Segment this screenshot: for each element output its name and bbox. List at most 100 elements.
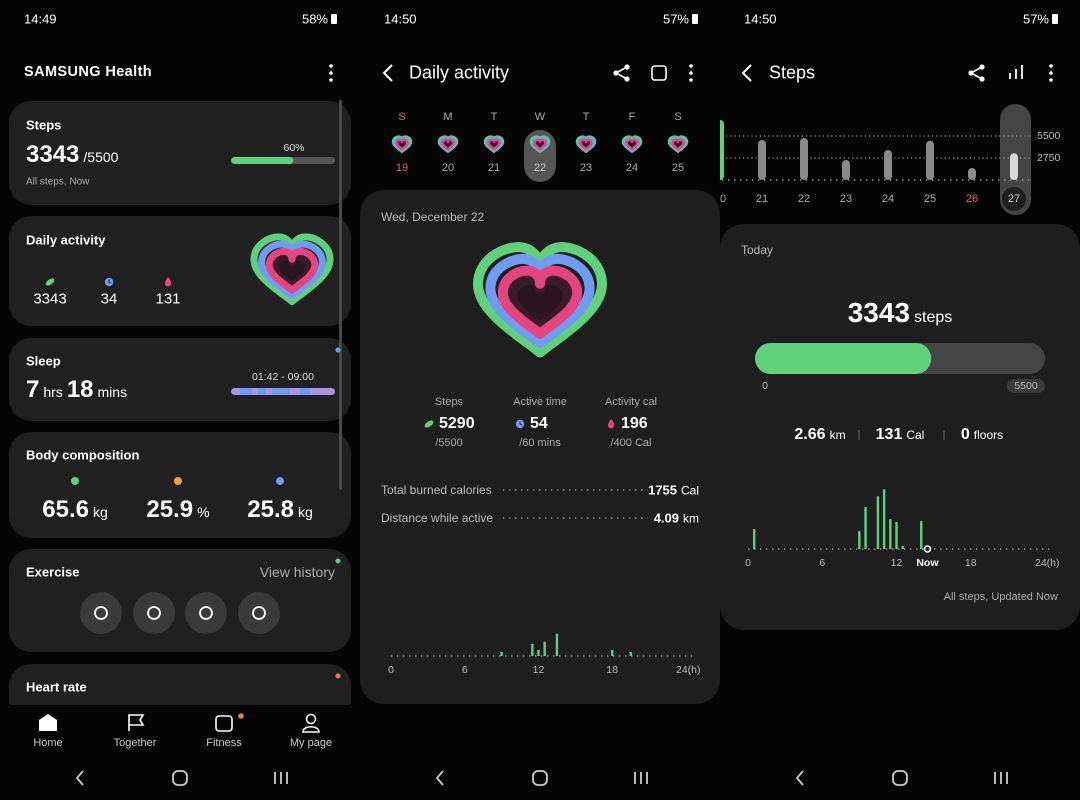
x-tick-label-text[interactable]: 23 xyxy=(839,193,853,205)
x-tick-label[interactable]: 22 xyxy=(798,193,810,205)
x-tick-label[interactable]: 23 xyxy=(840,193,852,205)
weekday-letter-text[interactable]: S xyxy=(398,111,406,123)
x-tick-label[interactable]: 25 xyxy=(924,193,936,205)
view-history-link-text[interactable]: View history xyxy=(259,564,335,580)
day-date-text[interactable]: 20 xyxy=(441,162,455,174)
view-history-link[interactable]: View history xyxy=(260,564,335,580)
system-back[interactable] xyxy=(795,770,804,786)
exercise-button[interactable] xyxy=(80,592,122,634)
share-icon[interactable] xyxy=(624,76,630,82)
weekday-letter[interactable]: M xyxy=(443,111,452,123)
bar[interactable] xyxy=(758,140,766,180)
day-date[interactable]: 24 xyxy=(626,162,638,174)
card-title[interactable]: Body composition xyxy=(26,448,139,463)
calendar-icon[interactable] xyxy=(651,65,667,81)
x-tick-label[interactable]: 26 xyxy=(966,193,978,205)
system-home[interactable] xyxy=(532,770,548,786)
x-tick-label[interactable]: 27 xyxy=(1008,193,1020,205)
weekday-letter[interactable]: F xyxy=(629,111,636,123)
day-date[interactable]: 20 xyxy=(442,162,454,174)
nav-label[interactable]: Fitness xyxy=(206,737,241,749)
day-date-text[interactable]: 21 xyxy=(487,162,501,174)
exercise-button[interactable] xyxy=(185,592,227,634)
weekday-letter[interactable]: T xyxy=(491,111,498,123)
x-tick-label-text[interactable]: 26 xyxy=(965,193,979,205)
card-title[interactable]: Daily activity xyxy=(26,233,106,248)
bar[interactable] xyxy=(968,168,976,180)
weekday-letter-text[interactable]: M xyxy=(443,111,453,123)
x-tick-label-text[interactable]: 27 xyxy=(1007,193,1021,205)
nav-label-text[interactable]: Together xyxy=(113,737,157,749)
weekday-letter[interactable]: S xyxy=(398,111,405,123)
more-icon[interactable] xyxy=(329,64,333,68)
bar[interactable] xyxy=(926,140,934,180)
more-icon[interactable] xyxy=(1049,78,1053,82)
share-icon[interactable] xyxy=(624,64,630,70)
day-date-text[interactable]: 24 xyxy=(625,162,639,174)
card-title-text[interactable]: Daily activity xyxy=(26,232,106,248)
nav-icon[interactable] xyxy=(128,714,145,731)
more-icon[interactable] xyxy=(1049,64,1053,68)
nav-label[interactable]: Home xyxy=(33,737,62,749)
bar[interactable] xyxy=(800,138,808,180)
x-tick-label[interactable]: 21 xyxy=(756,193,768,205)
card[interactable] xyxy=(9,101,351,205)
nav-icon[interactable] xyxy=(215,715,233,732)
share-icon[interactable] xyxy=(979,76,985,82)
nav-label-text[interactable]: My page xyxy=(289,737,333,749)
more-icon[interactable] xyxy=(689,64,693,68)
nav-label-text[interactable]: Home xyxy=(33,737,63,749)
card-title-text[interactable]: Exercise xyxy=(26,564,80,580)
more-icon[interactable] xyxy=(689,71,693,75)
system-home[interactable] xyxy=(172,770,188,786)
card-title-text[interactable]: Body composition xyxy=(26,447,140,463)
card[interactable] xyxy=(9,432,351,538)
weekday-letter-text[interactable]: W xyxy=(534,111,546,123)
more-icon[interactable] xyxy=(1049,71,1053,75)
weekday-letter-text[interactable]: T xyxy=(582,111,590,123)
nav-icon[interactable] xyxy=(302,725,320,733)
day-date-text[interactable]: 22 xyxy=(533,162,547,174)
card-title-text[interactable]: Sleep xyxy=(26,353,61,369)
card-title[interactable]: Heart rate xyxy=(26,680,87,695)
weekday-letter-text[interactable]: F xyxy=(628,111,636,123)
x-tick-label[interactable]: 24 xyxy=(882,193,894,205)
x-tick-label[interactable]: 20 xyxy=(720,193,726,205)
system-home[interactable] xyxy=(892,770,908,786)
more-icon[interactable] xyxy=(329,78,333,82)
day-date-text[interactable]: 19 xyxy=(395,162,409,174)
x-tick-label-text[interactable]: 24 xyxy=(881,193,895,205)
system-back[interactable] xyxy=(75,770,84,786)
day-date-text[interactable]: 23 xyxy=(579,162,593,174)
share-icon[interactable] xyxy=(979,64,985,70)
system-back[interactable] xyxy=(435,770,444,786)
more-icon[interactable] xyxy=(689,78,693,82)
bar[interactable] xyxy=(884,150,892,180)
day-date[interactable]: 21 xyxy=(488,162,500,174)
more-icon[interactable] xyxy=(329,71,333,75)
exercise-button[interactable] xyxy=(133,592,175,634)
x-tick-label-text[interactable]: 25 xyxy=(923,193,937,205)
card-title[interactable]: Exercise xyxy=(26,565,80,580)
bar[interactable] xyxy=(720,120,724,180)
card-title[interactable]: Sleep xyxy=(26,354,61,369)
x-tick-label-text[interactable]: 22 xyxy=(797,193,811,205)
x-tick-label-text[interactable]: 20 xyxy=(720,193,727,205)
nav-label[interactable]: Together xyxy=(114,737,157,749)
weekday-letter[interactable]: T xyxy=(583,111,590,123)
nav-icon[interactable] xyxy=(39,714,57,731)
day-date[interactable]: 19 xyxy=(396,162,408,174)
day-date-text[interactable]: 25 xyxy=(671,162,685,174)
share-icon[interactable] xyxy=(968,70,974,76)
back-button[interactable] xyxy=(741,64,752,82)
day-date[interactable]: 23 xyxy=(580,162,592,174)
card-title-text[interactable]: Heart rate xyxy=(26,679,87,695)
card[interactable] xyxy=(9,338,351,421)
weekday-letter[interactable]: W xyxy=(535,111,545,123)
back-button[interactable] xyxy=(382,64,393,82)
day-date[interactable]: 25 xyxy=(672,162,684,174)
card-title-text[interactable]: Steps xyxy=(26,117,62,133)
weekday-letter[interactable]: S xyxy=(674,111,681,123)
nav-label[interactable]: My page xyxy=(290,737,332,749)
x-tick-label-text[interactable]: 21 xyxy=(755,193,769,205)
